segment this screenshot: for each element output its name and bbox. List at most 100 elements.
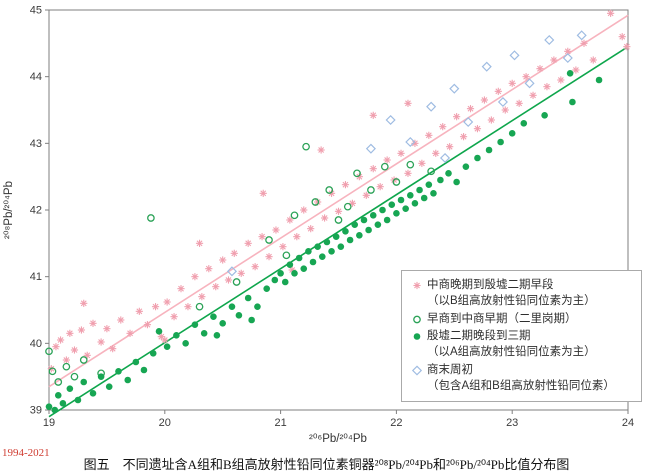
- data-point-open-diamond: [411, 365, 423, 376]
- data-point-open-circle: [45, 347, 53, 356]
- data-point-asterisk: [161, 336, 169, 344]
- legend-open-diamond-icon: [409, 363, 427, 378]
- data-point-filled-circle: [402, 205, 409, 212]
- data-point-asterisk: [480, 96, 489, 104]
- data-point-asterisk: [89, 319, 97, 327]
- data-point-filled-circle: [277, 270, 284, 277]
- data-point-filled-circle: [89, 390, 97, 397]
- scatter-plot: 19 20 21 22 23 24 39 40 41 42 43 44 45 ²⁰⁶Pb/²⁰⁴Pb ²…: [3, 5, 634, 446]
- data-point-filled-circle: [430, 190, 437, 197]
- data-point-asterisk: [126, 329, 134, 337]
- data-point-filled-circle: [323, 238, 331, 246]
- data-point-open-circle: [282, 251, 291, 260]
- data-point-asterisk: [536, 65, 544, 73]
- data-point-filled-circle: [314, 243, 321, 250]
- data-point-filled-circle: [437, 176, 444, 184]
- data-point-asterisk: [191, 273, 199, 281]
- data-point-asterisk: [501, 106, 509, 114]
- data-point-filled-circle: [74, 396, 82, 404]
- data-point-asterisk: [97, 338, 105, 346]
- data-point-filled-circle: [80, 378, 88, 386]
- data-point-asterisk: [404, 169, 412, 177]
- data-point-asterisk: [557, 76, 565, 84]
- data-point-open-diamond: [226, 266, 238, 277]
- data-point-asterisk: [265, 253, 273, 261]
- data-point-open-circle: [413, 315, 421, 324]
- data-point-filled-circle: [132, 358, 140, 366]
- data-point-filled-circle: [425, 181, 433, 188]
- data-point-filled-circle: [566, 70, 574, 77]
- data-point-filled-circle: [388, 201, 396, 208]
- data-point-filled-circle: [356, 232, 363, 239]
- data-point-open-circle: [334, 216, 343, 224]
- data-point-asterisk: [334, 207, 343, 215]
- data-point-asterisk: [473, 125, 482, 133]
- data-point-filled-circle: [66, 385, 74, 392]
- data-point-asterisk: [341, 181, 350, 189]
- data-point-filled-circle: [332, 233, 340, 240]
- data-point-filled-circle: [248, 316, 255, 324]
- data-point-open-circle: [392, 178, 401, 186]
- data-point-open-diamond: [509, 50, 520, 61]
- data-point-open-diamond: [405, 136, 416, 148]
- data-point-filled-circle: [213, 332, 221, 339]
- data-point-open-circle: [147, 214, 155, 222]
- data-point-asterisk: [279, 243, 287, 251]
- data-point-filled-circle: [286, 261, 294, 268]
- data-point-open-diamond: [426, 101, 437, 112]
- data-point-filled-circle: [140, 366, 148, 374]
- data-point-open-circle: [54, 378, 63, 386]
- figure-caption: 图五 不同遗址含A组和B组高放射性铅同位素铜器²⁰⁸Pb/²⁰⁴Pb和²⁰⁶Pb…: [83, 457, 570, 472]
- data-point-asterisk: [589, 56, 597, 64]
- data-point-filled-circle: [416, 186, 423, 194]
- data-point-filled-circle: [291, 270, 298, 277]
- data-point-asterisk: [135, 307, 143, 315]
- data-point-filled-circle: [254, 303, 261, 310]
- data-point-asterisk: [307, 225, 315, 233]
- data-point-filled-circle: [360, 216, 368, 224]
- data-point-open-circle: [406, 160, 415, 169]
- data-point-asterisk: [230, 249, 238, 257]
- data-point-open-diamond: [497, 96, 508, 108]
- data-point-filled-circle: [445, 170, 452, 177]
- data-point-filled-circle: [115, 368, 122, 375]
- data-point-asterisk: [237, 269, 245, 277]
- data-point-asterisk: [70, 346, 79, 354]
- data-point-filled-circle: [374, 221, 382, 228]
- data-point-open-diamond: [524, 78, 535, 89]
- data-point-asterisk: [418, 159, 426, 167]
- data-point-filled-circle: [281, 278, 289, 286]
- data-point-filled-circle: [149, 350, 157, 357]
- data-point-asterisk: [607, 9, 615, 17]
- data-point-open-diamond: [562, 52, 573, 64]
- data-point-asterisk: [446, 143, 454, 151]
- data-point-open-circle: [79, 356, 88, 364]
- data-point-filled-circle: [97, 373, 105, 380]
- data-point-asterisk: [80, 299, 88, 307]
- data-point-filled-circle: [219, 320, 226, 327]
- data-point-asterisk: [494, 87, 502, 95]
- data-point-asterisk: [618, 33, 626, 41]
- data-point-asterisk: [300, 206, 308, 214]
- data-point-asterisk: [212, 283, 220, 291]
- series-open-diamond: [226, 30, 587, 277]
- data-point-asterisk: [369, 165, 377, 173]
- data-point-filled-circle: [569, 98, 576, 106]
- series-open-circle: [45, 142, 435, 386]
- legend-item: 早商到中商早期（二里岗期）: [409, 311, 634, 327]
- data-point-asterisk: [543, 83, 551, 91]
- x-tick-label: 21: [274, 417, 286, 429]
- data-point-filled-circle: [369, 212, 377, 219]
- watermark-text: 1994-2021: [2, 447, 50, 459]
- data-point-open-diamond: [463, 116, 474, 128]
- data-point-asterisk: [369, 111, 377, 119]
- data-point-filled-circle: [173, 332, 180, 339]
- data-point-asterisk: [459, 133, 468, 141]
- data-point-asterisk: [286, 216, 294, 224]
- data-point-filled-circle: [163, 343, 171, 350]
- data-point-asterisk: [466, 105, 475, 113]
- data-point-asterisk: [103, 325, 111, 333]
- data-point-asterisk: [83, 351, 91, 359]
- data-point-filled-circle: [105, 383, 113, 390]
